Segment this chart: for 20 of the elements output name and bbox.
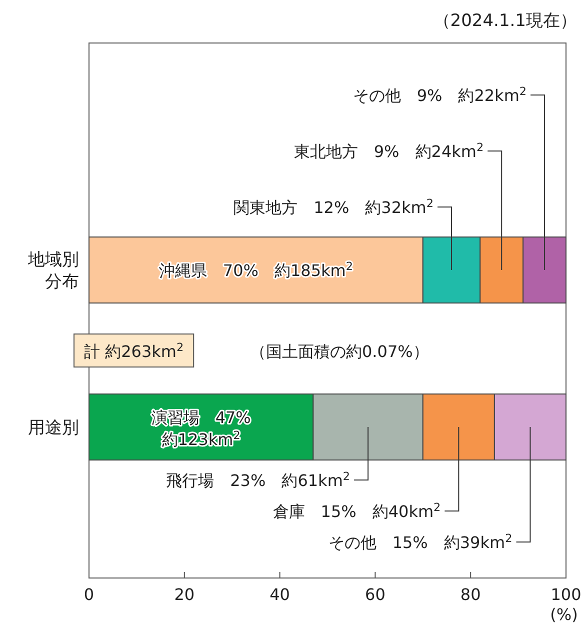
x-tick-label: 60 <box>365 585 386 604</box>
data-label: その他 9% 約22km$^{2}$ <box>352 84 527 105</box>
data-label: 演習場 47% 約123km$^{2}$ <box>151 408 251 449</box>
y-tick-label: 用途別 <box>28 418 79 438</box>
data-label: 関東地方 12% 約32km$^{2}$ <box>234 196 434 217</box>
x-axis-title: (%) <box>550 605 578 624</box>
text: （2024.1.1現在） <box>433 11 577 31</box>
annotation: （国土面積の約0.07%） <box>250 342 429 361</box>
data-label: その他 15% 約39km$^{2}$ <box>328 532 512 552</box>
y-tick-label: 地域別分布 <box>27 250 79 292</box>
data-label: 倉庫 15% 約40km$^{2}$ <box>272 500 441 521</box>
x-tick-label: 80 <box>460 585 481 604</box>
x-tick-label: 100 <box>550 585 582 604</box>
annotation: 計 約263km$^{2}$ <box>84 340 184 361</box>
data-label: 飛行場 23% 約61km$^{2}$ <box>166 470 350 490</box>
x-tick-label: 40 <box>270 585 290 604</box>
x-tick-label: 20 <box>174 585 195 604</box>
data-label: 沖縄県 70% 約185km$^{2}$ <box>158 260 353 280</box>
x-tick-label: 0 <box>84 585 94 604</box>
data-label: 東北地方 9% 約24km$^{2}$ <box>294 140 484 161</box>
